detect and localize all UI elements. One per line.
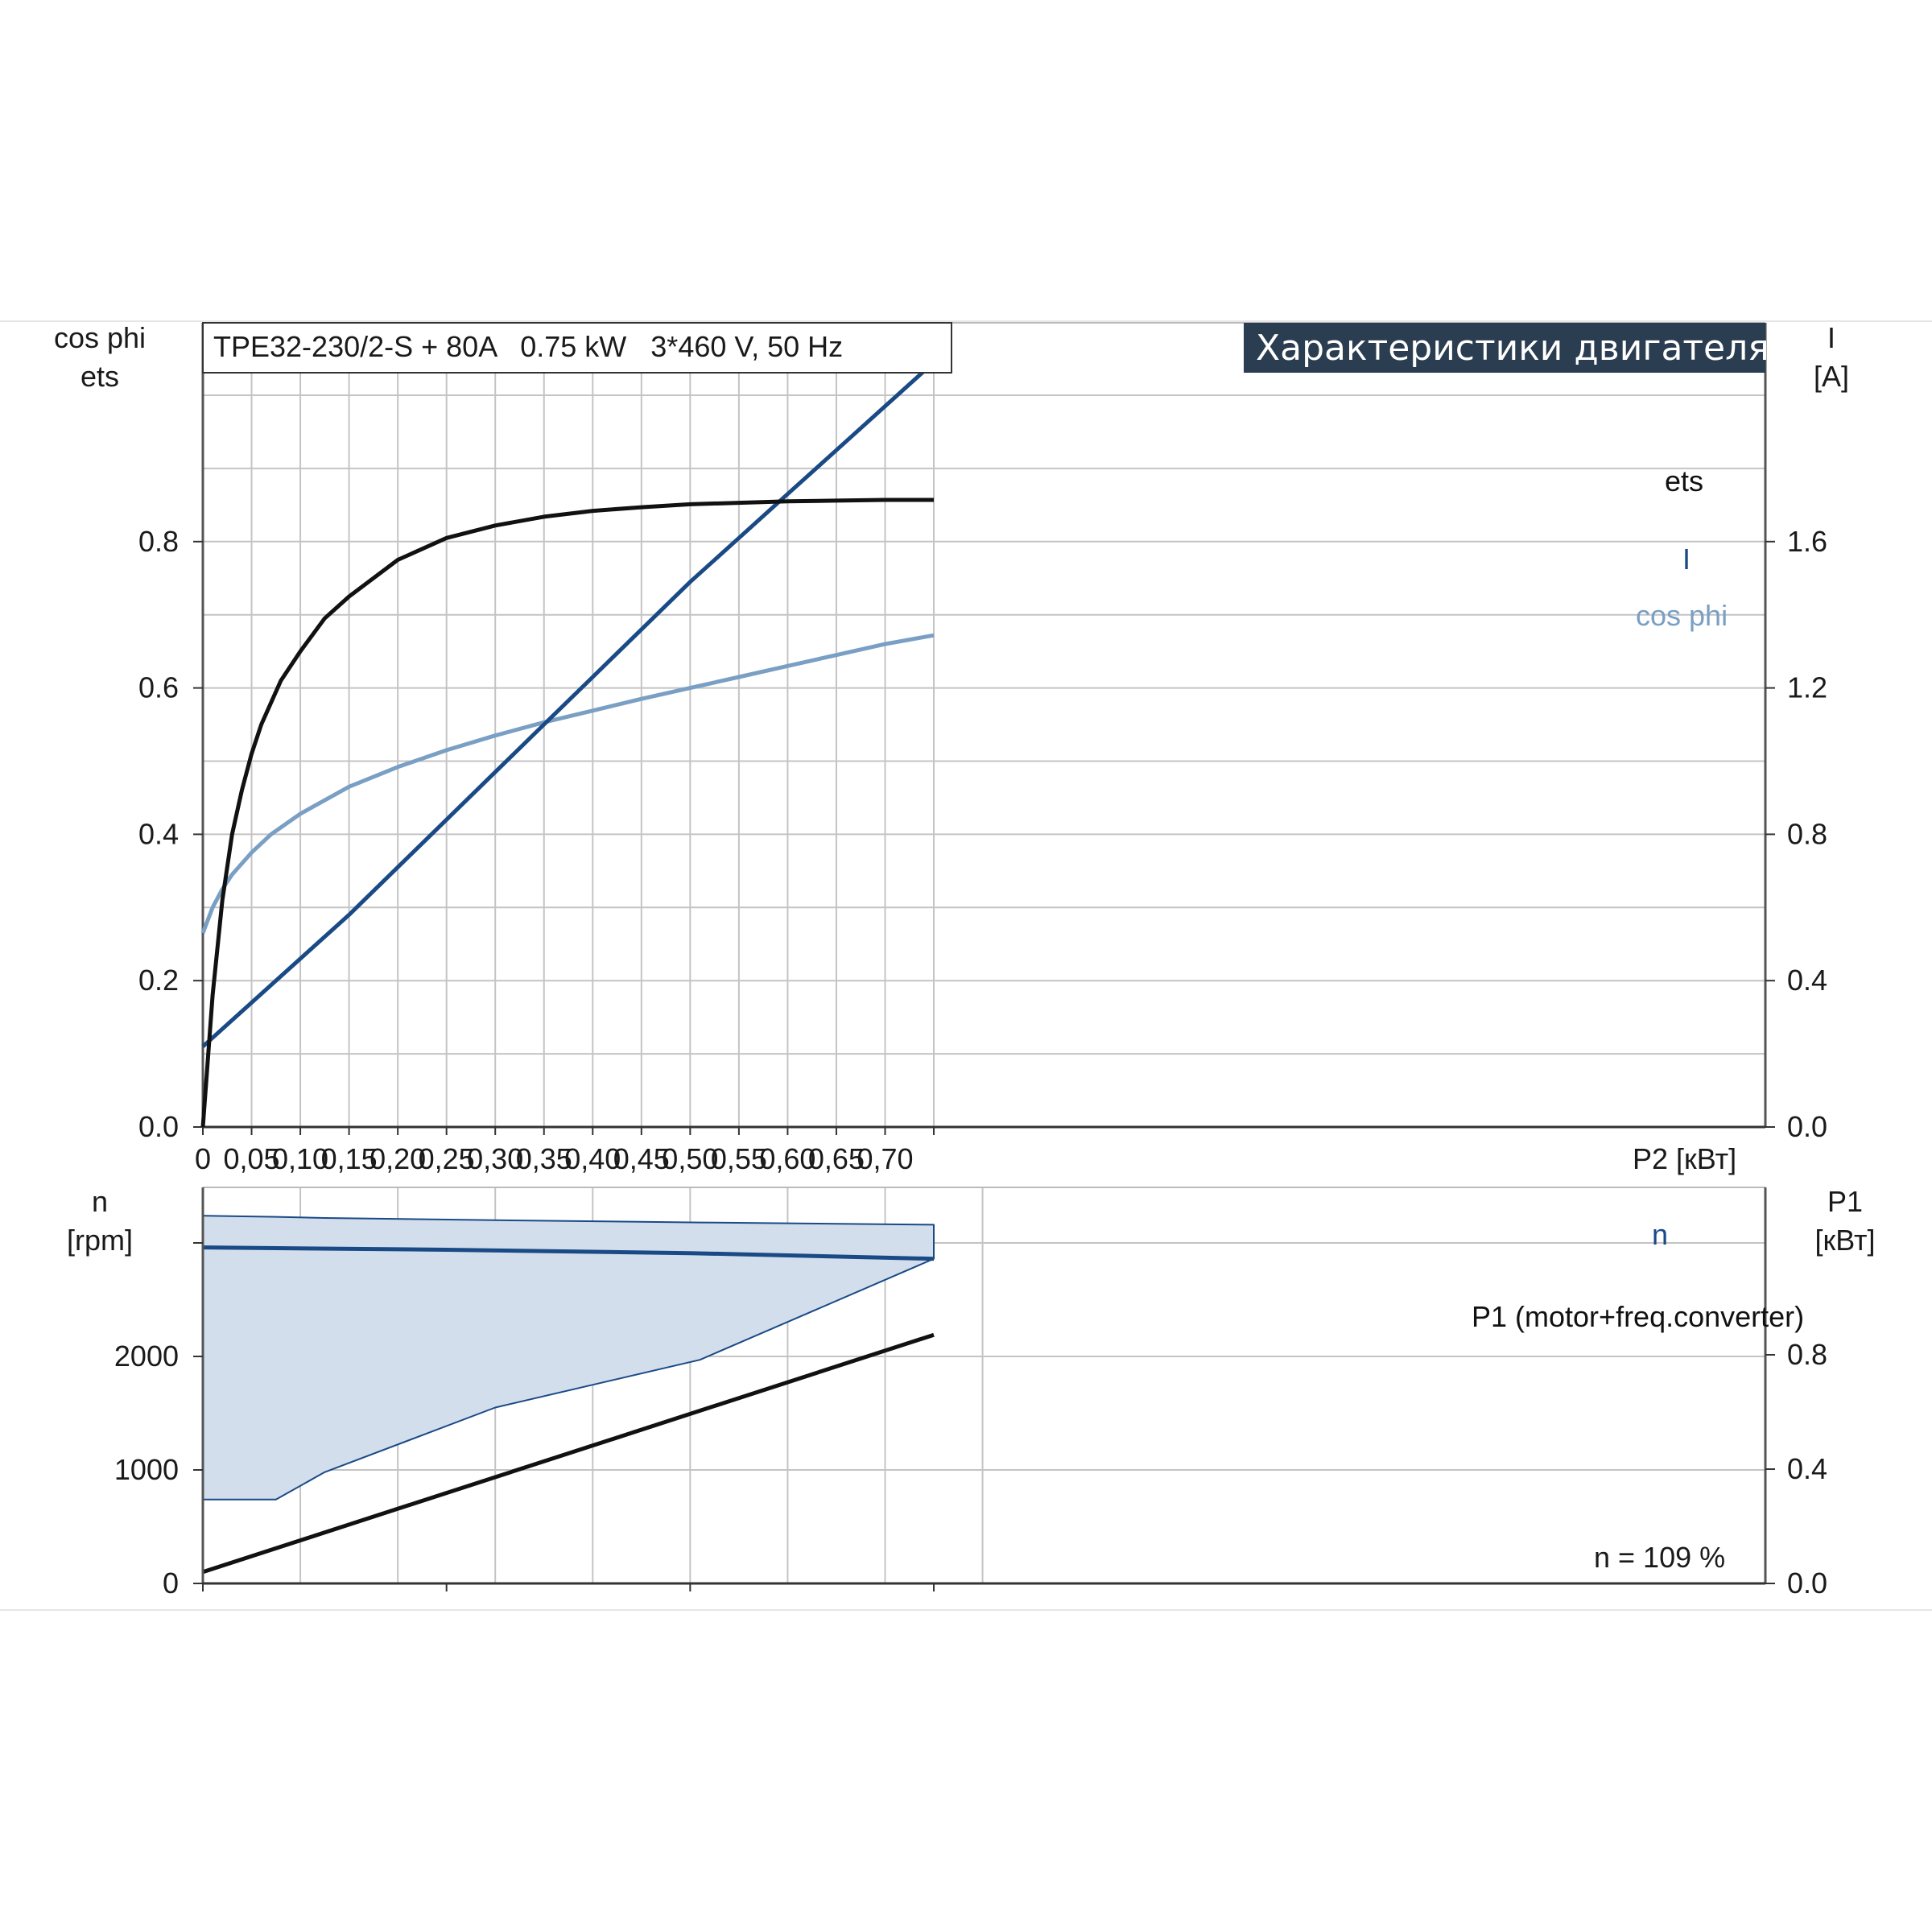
model-label: TPE32-230/2-S + 80A 0.75 kW 3*460 V, 50 … <box>213 330 843 363</box>
current-series-label: I <box>1682 543 1690 576</box>
x-tick-label: 0,60 <box>759 1142 815 1175</box>
y-right-axis-label: P1 <box>1827 1185 1863 1218</box>
y-right-tick-label: 0.4 <box>1787 964 1827 997</box>
x-tick-label: 0,20 <box>369 1142 426 1175</box>
p1-line <box>202 1332 935 1575</box>
x-tick-label: 0,05 <box>223 1142 279 1175</box>
title-banner: Характеристики двигателя <box>1244 323 1769 373</box>
speed-range-band <box>202 1215 935 1501</box>
speed-percent-annotation: n = 109 % <box>1594 1541 1725 1574</box>
y-right-tick-label: 0.4 <box>1787 1452 1827 1485</box>
y-left-tick-label: 0.6 <box>138 671 179 704</box>
x-tick-label: 0,55 <box>711 1142 767 1175</box>
y-left-tick-label: 0 <box>163 1567 179 1600</box>
efficiency-current-panel: 0.00.20.40.60.80.00.40.81.21.60 0,050,100… <box>54 321 1849 1175</box>
x-tick-label: 0,15 <box>321 1142 378 1175</box>
y-left-tick-label: 2000 <box>114 1340 179 1373</box>
y-right-axis-label: [кВт] <box>1814 1224 1875 1257</box>
y-left-tick-label: 0.4 <box>138 817 179 850</box>
y-right-tick-label: 0.8 <box>1787 1338 1827 1371</box>
y-right-tick-label: 0.0 <box>1787 1567 1827 1600</box>
model-label-box: TPE32-230/2-S + 80A 0.75 kW 3*460 V, 50 … <box>202 322 952 374</box>
p1-series-label: P1 (motor+freq.converter) <box>1472 1300 1804 1333</box>
y-right-tick-label: 1.6 <box>1787 525 1827 558</box>
cosphi-series-label: cos phi <box>1636 599 1728 632</box>
y-left-tick-label: 0.0 <box>138 1110 179 1143</box>
x-tick-label: 0,50 <box>662 1142 718 1175</box>
x-tick-label: 0,35 <box>516 1142 572 1175</box>
x-tick-label: 0,10 <box>272 1142 328 1175</box>
cosphi-line <box>200 633 935 934</box>
speed-power-panel: 0 1000 2000 0.0 0.4 0.8 n [rpm] P1 [кВт] n P1 (moto… <box>67 1185 1876 1600</box>
x-tick-label: 0,45 <box>613 1142 670 1175</box>
y-left-tick-label: 0.8 <box>138 525 179 558</box>
x-tick-label: 0,40 <box>564 1142 621 1175</box>
x-tick-label: 0,30 <box>467 1142 523 1175</box>
y-right-tick-label: 0.0 <box>1787 1110 1827 1143</box>
y-left-tick-label: 0.2 <box>138 964 179 997</box>
x-tick-label: 0 <box>195 1142 211 1175</box>
speed-line <box>202 1245 935 1261</box>
y-left-axis-label: [rpm] <box>67 1224 133 1257</box>
ets-series-label: ets <box>1665 464 1703 497</box>
y-right-tick-label: 0.8 <box>1787 817 1827 850</box>
ets-line <box>200 497 934 1128</box>
y-left-axis-label: cos phi <box>54 321 146 354</box>
x-tick-label: 0,65 <box>808 1142 865 1175</box>
y-left-tick-label: 1000 <box>114 1453 179 1486</box>
current-line <box>201 361 935 1048</box>
y-left-axis-label: ets <box>80 360 119 393</box>
y-right-axis-label: I <box>1827 321 1835 354</box>
speed-series-label: n <box>1652 1218 1668 1251</box>
x-tick-label: 0,25 <box>419 1142 475 1175</box>
x-tick-label: 0,70 <box>857 1142 913 1175</box>
y-right-axis-label: [A] <box>1814 360 1849 393</box>
y-left-axis-label: n <box>92 1185 108 1218</box>
x-axis-label: P2 [кВт] <box>1633 1142 1736 1175</box>
y-right-tick-label: 1.2 <box>1787 671 1827 704</box>
chart-title: Характеристики двигателя <box>1256 328 1769 369</box>
